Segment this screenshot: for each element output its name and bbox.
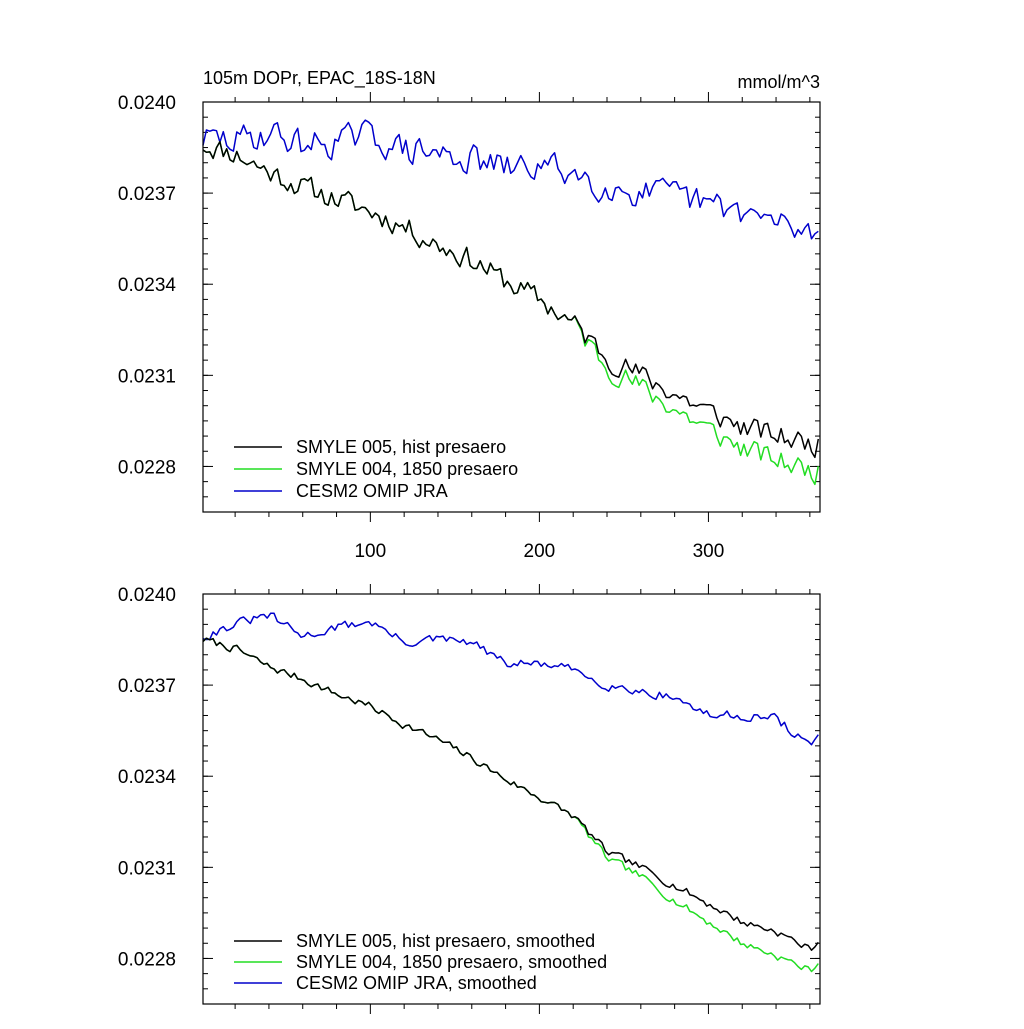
top-panel-frame (202, 101, 821, 513)
x-tick-label: 300 (693, 541, 725, 562)
y-tick-label: 0.0237 (118, 676, 176, 697)
y-tick-label: 0.0228 (118, 457, 176, 478)
series-line-1 (202, 637, 819, 973)
y-tick-label: 0.0240 (118, 93, 176, 114)
legend-label-smyle004: SMYLE 004, 1850 presaero (296, 459, 518, 479)
y-tick-label: 0.0240 (118, 585, 176, 606)
series-line-2 (202, 119, 819, 240)
y-tick-label: 0.0234 (118, 767, 177, 788)
bottom-legend: SMYLE 005, hist presaero, smoothed SMYLE… (234, 931, 607, 993)
y-tick-label: 0.0231 (118, 858, 176, 879)
legend-label-smyle005: SMYLE 005, hist presaero (296, 437, 506, 457)
x-tick-label: 100 (354, 541, 386, 562)
top-legend: SMYLE 005, hist presaero SMYLE 004, 1850… (234, 437, 518, 501)
series-line-0 (202, 140, 820, 459)
series-line-2 (202, 612, 819, 746)
legend-label-omip: CESM2 OMIP JRA (296, 481, 448, 501)
legend-label-smyle004-smoothed: SMYLE 004, 1850 presaero, smoothed (296, 952, 607, 972)
top-panel: 105m DOPr, EPAC_18S-18N mmol/m^3 0.0240 0… (118, 68, 821, 562)
series-line-0 (202, 637, 819, 951)
y-tick-label: 0.0231 (118, 366, 176, 387)
y-tick-label: 0.0234 (118, 275, 177, 296)
x-tick-label: 200 (524, 541, 556, 562)
chart-title: 105m DOPr, EPAC_18S-18N (203, 68, 436, 89)
legend-label-omip-smoothed: CESM2 OMIP JRA, smoothed (296, 973, 537, 993)
legend-label-smyle005-smoothed: SMYLE 005, hist presaero, smoothed (296, 931, 595, 951)
units-label: mmol/m^3 (738, 72, 820, 92)
y-tick-label: 0.0228 (118, 949, 176, 970)
y-tick-label: 0.0237 (118, 184, 176, 205)
bottom-panel-frame (202, 593, 821, 1005)
bottom-panel: 0.0240 0.0237 0.0234 0.0231 0.0228 SMYLE 005… (118, 584, 821, 1014)
